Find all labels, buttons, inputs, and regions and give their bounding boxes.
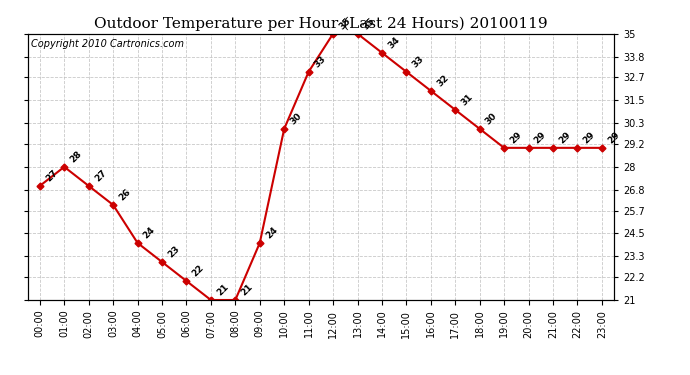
Text: 29: 29 bbox=[533, 130, 548, 145]
Text: 29: 29 bbox=[582, 130, 597, 145]
Text: Copyright 2010 Cartronics.com: Copyright 2010 Cartronics.com bbox=[30, 39, 184, 49]
Text: 29: 29 bbox=[557, 130, 573, 145]
Text: 34: 34 bbox=[386, 35, 402, 50]
Text: 30: 30 bbox=[484, 111, 499, 126]
Text: 22: 22 bbox=[190, 263, 206, 278]
Text: 24: 24 bbox=[141, 225, 157, 240]
Text: 29: 29 bbox=[606, 130, 621, 145]
Text: 33: 33 bbox=[411, 54, 426, 69]
Text: 23: 23 bbox=[166, 244, 181, 259]
Text: 28: 28 bbox=[68, 149, 83, 164]
Text: 24: 24 bbox=[264, 225, 279, 240]
Text: 21: 21 bbox=[215, 282, 230, 297]
Text: 31: 31 bbox=[460, 92, 475, 107]
Title: Outdoor Temperature per Hour (Last 24 Hours) 20100119: Outdoor Temperature per Hour (Last 24 Ho… bbox=[94, 17, 548, 31]
Text: 35: 35 bbox=[337, 16, 353, 31]
Text: 33: 33 bbox=[313, 54, 328, 69]
Text: 27: 27 bbox=[44, 168, 59, 183]
Text: 26: 26 bbox=[117, 187, 132, 202]
Text: 30: 30 bbox=[288, 111, 304, 126]
Text: 27: 27 bbox=[93, 168, 108, 183]
Text: 29: 29 bbox=[509, 130, 524, 145]
Text: 32: 32 bbox=[435, 73, 450, 88]
Text: 35: 35 bbox=[362, 16, 377, 31]
Text: 21: 21 bbox=[239, 282, 255, 297]
